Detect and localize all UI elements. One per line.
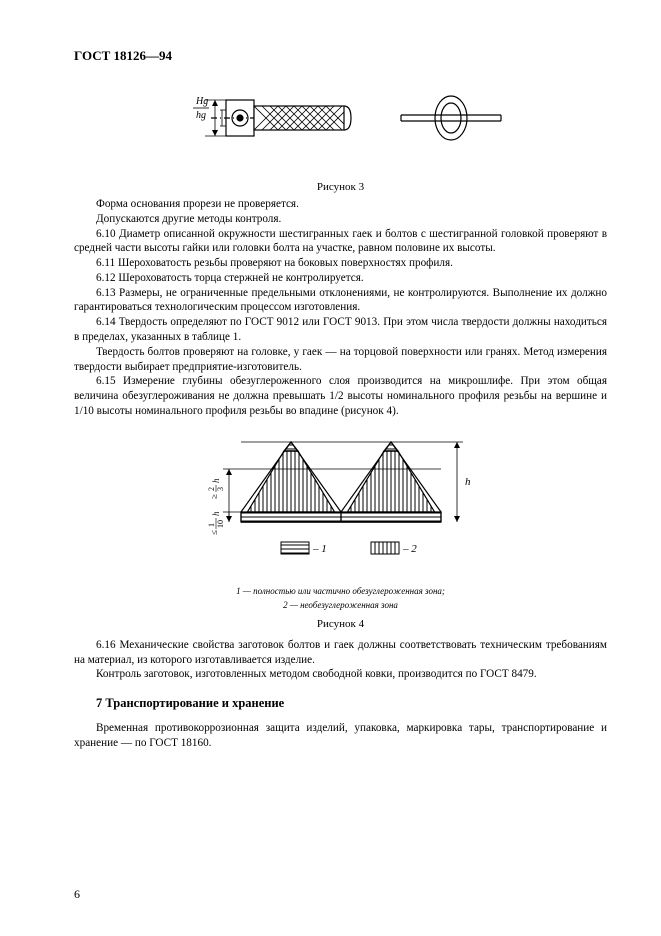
fig4-mid-ineq: ≥ bbox=[209, 494, 219, 499]
fig4-bot-h: h bbox=[211, 511, 221, 516]
page-number: 6 bbox=[74, 887, 80, 902]
figure-4-legend-line2: 2 — необезуглероженная зона bbox=[74, 600, 607, 610]
doc-header: ГОСТ 18126—94 bbox=[74, 48, 607, 64]
fig4-label-h: h bbox=[465, 476, 471, 488]
fig3-label-hg-top: Hg bbox=[195, 96, 208, 107]
figure-3: Hg hg Рисунок 3 bbox=[74, 84, 607, 193]
para-6-13: 6.13 Размеры, не ограниченные предельным… bbox=[74, 286, 607, 316]
fig4-bot-den: 10 bbox=[216, 520, 225, 528]
figure-4: h ≥ 2 3 h ≤ 1 10 h – 1 – bbox=[74, 427, 607, 630]
para-6-control: Контроль заготовок, изготовленных методо… bbox=[74, 667, 607, 682]
fig4-bot-num: 1 bbox=[207, 523, 216, 527]
fig4-mid-h: h bbox=[211, 478, 221, 483]
fig4-bot-ineq: ≤ bbox=[209, 530, 219, 535]
fig3-label-hg-bot: hg bbox=[196, 110, 206, 121]
section-7-title: 7 Транспортирование и хранение bbox=[96, 696, 607, 711]
para-6-10: 6.10 Диаметр описанной окружности шестиг… bbox=[74, 227, 607, 257]
fig4-legend2: – 2 bbox=[402, 543, 417, 555]
para-6-16: 6.16 Механические свойства заготовок бол… bbox=[74, 638, 607, 668]
para-6-12: 6.12 Шероховатость торца стержней не кон… bbox=[74, 271, 607, 286]
para-6-14: 6.14 Твердость определяют по ГОСТ 9012 и… bbox=[74, 315, 607, 345]
figure-3-caption: Рисунок 3 bbox=[74, 181, 607, 193]
para-6-hardness: Твердость болтов проверяют на головке, у… bbox=[74, 345, 607, 375]
fig4-mid-den: 3 bbox=[216, 487, 225, 491]
para-6-15: 6.15 Измерение глубины обезуглероженного… bbox=[74, 374, 607, 418]
para-6-form: Форма основания прорези не проверяется. bbox=[74, 197, 607, 212]
fig4-mid-num: 2 bbox=[207, 487, 216, 491]
para-6-methods: Допускаются другие методы контроля. bbox=[74, 212, 607, 227]
figure-4-caption: Рисунок 4 bbox=[74, 618, 607, 630]
fig4-legend1: – 1 bbox=[312, 543, 327, 555]
para-6-11: 6.11 Шероховатость резьбы проверяют на б… bbox=[74, 256, 607, 271]
para-7-1: Временная противокоррозионная защита изд… bbox=[74, 721, 607, 751]
figure-4-legend-line1: 1 — полностью или частично обезуглерожен… bbox=[74, 586, 607, 596]
